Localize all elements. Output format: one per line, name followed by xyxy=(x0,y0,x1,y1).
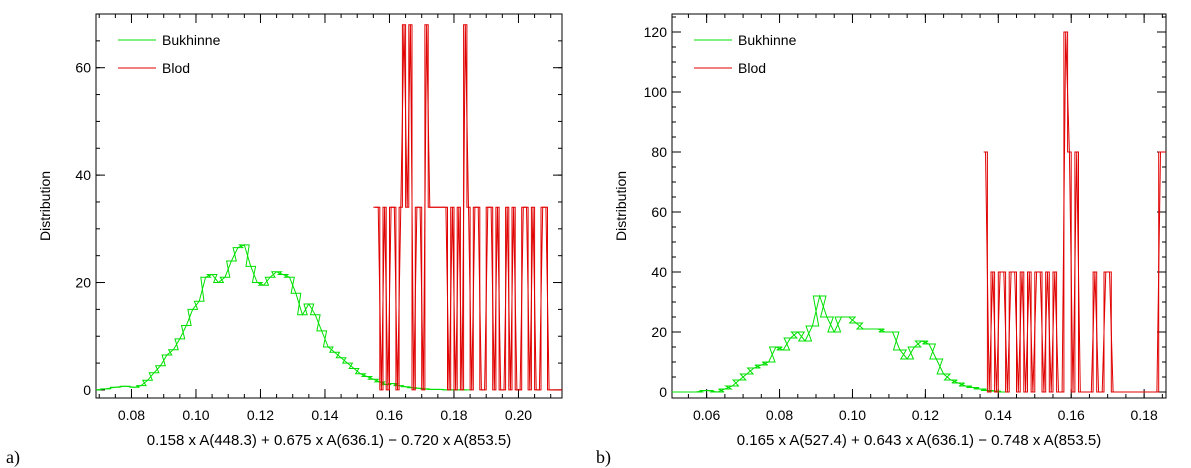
x-tick-label: 0.12 xyxy=(247,407,274,423)
plot-area-frame xyxy=(95,13,563,399)
x-tick-label: 0.06 xyxy=(693,407,720,423)
y-axis-label: Distribution xyxy=(613,171,629,241)
y-tick-label: 100 xyxy=(644,84,668,100)
x-axis-label: 0.158 x A(448.3) + 0.675 x A(636.1) − 0.… xyxy=(147,432,511,449)
chart-panel-b: 0.06 0.08 0.10 0.12 0.14 0.16 0.18 0 20 40 60 80 100… xyxy=(596,13,1167,468)
y-tick-label: 20 xyxy=(75,275,91,291)
series-blod-line xyxy=(985,31,1165,393)
y-tick-label: 40 xyxy=(75,167,91,183)
y-tick-label: 0 xyxy=(659,384,667,400)
legend-label-blod: Blod xyxy=(738,60,766,76)
series-bukhinne-line xyxy=(96,244,467,391)
y-tick-label: 20 xyxy=(651,324,667,340)
x-tick-label: 0.12 xyxy=(912,407,939,423)
y-tick-label: 0 xyxy=(83,382,91,398)
x-tick-label: 0.16 xyxy=(1058,407,1085,423)
x-tick-label: 0.16 xyxy=(376,407,403,423)
legend-label-blod: Blod xyxy=(162,60,190,76)
plot-area-frame xyxy=(671,13,1167,399)
x-axis-label: 0.165 x A(527.4) + 0.643 x A(636.1) − 0.… xyxy=(737,432,1101,449)
legend-label-bukhinne: Bukhinne xyxy=(162,32,221,48)
series-bukhinne-step-line xyxy=(672,295,1009,393)
y-tick-label: 60 xyxy=(75,60,91,76)
series-blod-line xyxy=(375,24,562,391)
x-tick-label: 0.08 xyxy=(766,407,793,423)
y-axis-label: Distribution xyxy=(37,171,53,241)
panel-label: a) xyxy=(6,447,20,468)
y-tick-label: 60 xyxy=(651,204,667,220)
series-layer xyxy=(672,31,1166,393)
series-blod-step-line xyxy=(983,31,1166,393)
x-tick-label: 0.08 xyxy=(118,407,145,423)
legend-label-bukhinne: Bukhinne xyxy=(738,32,797,48)
x-tick-label: 0.10 xyxy=(182,407,209,423)
y-tick-label: 80 xyxy=(651,144,667,160)
panel-label: b) xyxy=(596,447,611,468)
x-tick-label: 0.14 xyxy=(985,407,1012,423)
x-tick-label: 0.18 xyxy=(1131,407,1158,423)
chart-panel-a: 0.08 0.10 0.12 0.14 0.16 0.18 0.20 0 20 40 60 0.158… xyxy=(6,13,563,468)
x-tick-label: 0.10 xyxy=(839,407,866,423)
y-tick-label: 40 xyxy=(651,264,667,280)
series-layer xyxy=(96,24,562,391)
y-tick-label: 120 xyxy=(644,24,668,40)
x-tick-label: 0.18 xyxy=(440,407,467,423)
x-tick-label: 0.20 xyxy=(505,407,532,423)
x-tick-label: 0.14 xyxy=(311,407,338,423)
series-bukhinne-line xyxy=(672,294,1002,393)
